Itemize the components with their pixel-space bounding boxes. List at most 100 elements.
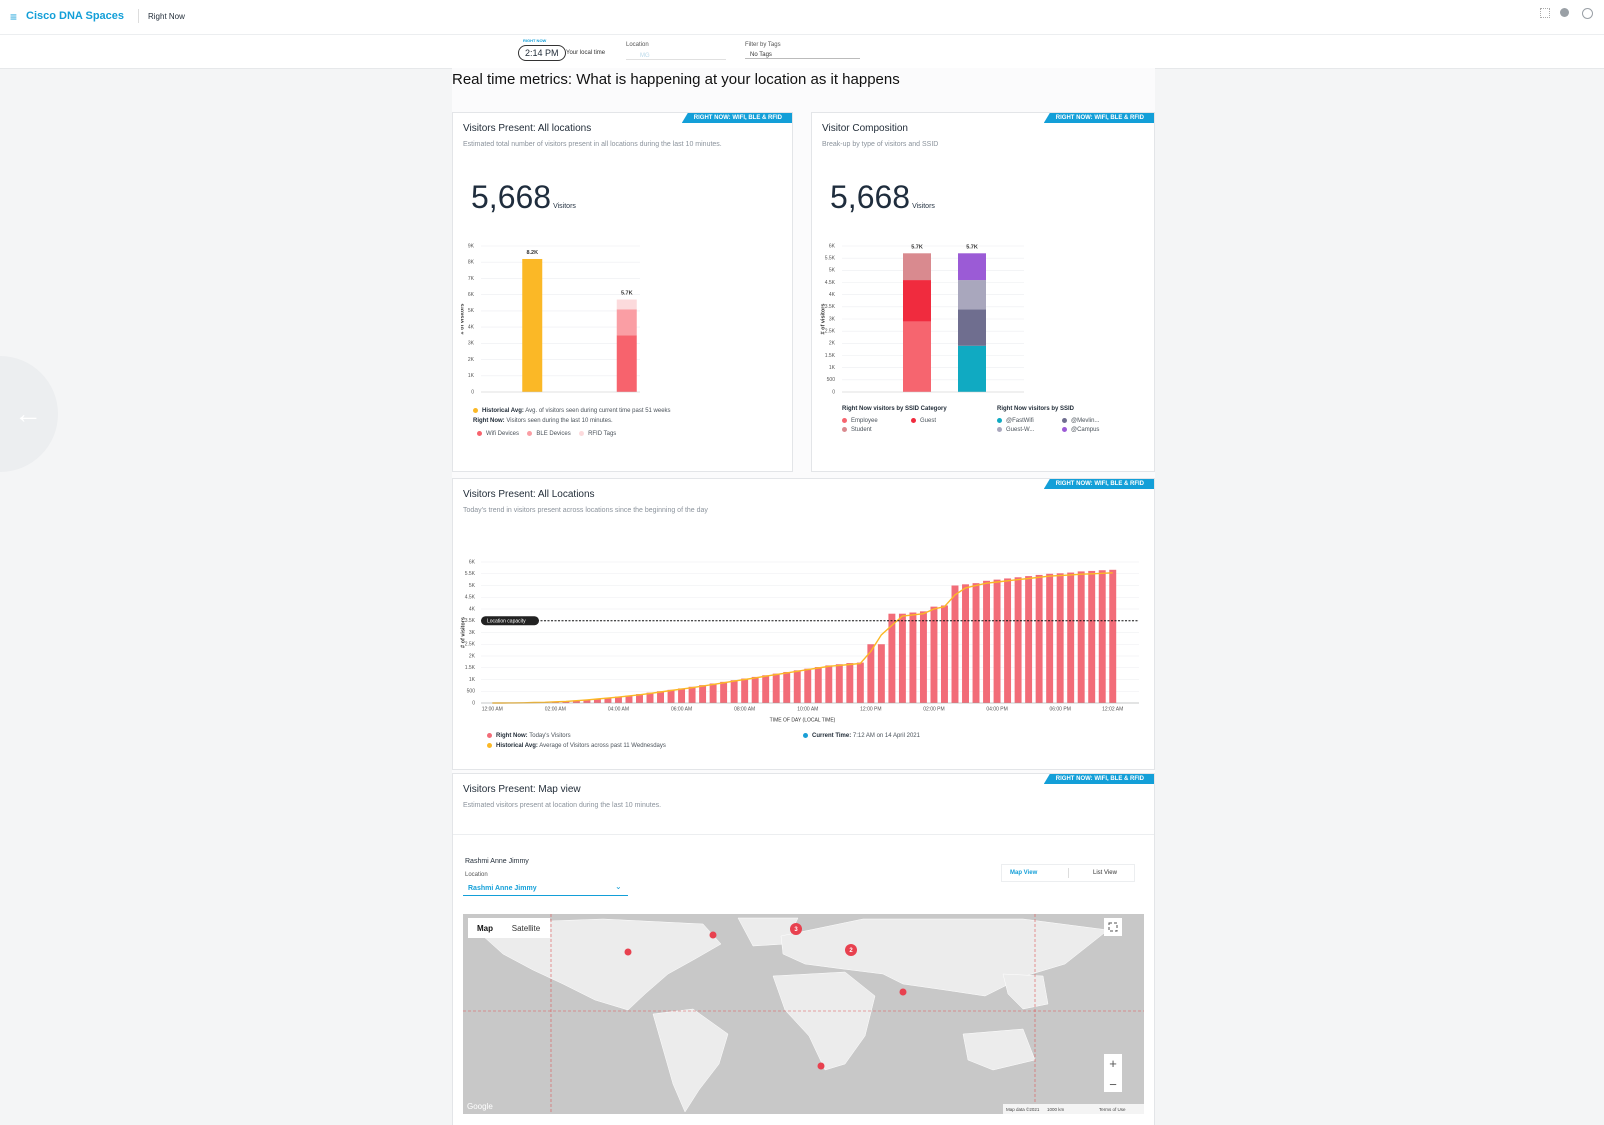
tab-map-view[interactable]: Map View <box>1010 870 1038 876</box>
map-cluster[interactable] <box>845 944 857 956</box>
menu-icon[interactable]: ≡ <box>10 10 18 24</box>
land <box>652 1008 729 1113</box>
stack-total-label: 5.7K <box>966 244 978 250</box>
x-tick-label: 12:00 AM <box>482 706 503 712</box>
satellite-button[interactable]: Satellite <box>512 924 541 933</box>
y-tick-label: 2.5K <box>825 328 836 334</box>
legend-swatch <box>842 426 847 432</box>
trend-line <box>492 572 1113 704</box>
time-caption: Your local time <box>566 50 606 56</box>
google-logo: Google <box>467 1102 493 1111</box>
x-tick-label: 06:00 PM <box>1049 706 1070 712</box>
map-marker[interactable] <box>624 948 632 956</box>
legend-swatch <box>842 417 847 423</box>
dropdown-caret: ⌄ <box>615 882 622 891</box>
y-tick-label: 8K <box>468 260 475 266</box>
controls-bar: RIGHT NOW 2:14 PM Your local time Locati… <box>0 35 1604 69</box>
total-number: 5,668 <box>830 179 911 215</box>
terms-link[interactable]: Terms of Use <box>1099 1107 1126 1112</box>
x-tick-label: 12:00 PM <box>860 706 881 712</box>
map-marker[interactable] <box>817 1062 825 1070</box>
y-tick-label: 5K <box>469 583 476 589</box>
y-tick-label: 2K <box>469 653 476 659</box>
bar-segment <box>958 280 986 310</box>
location-select[interactable]: MG <box>626 53 726 60</box>
bar <box>1056 573 1064 703</box>
legend-label: BLE Devices <box>536 431 571 438</box>
x-tick-label: 08:00 AM <box>734 706 755 712</box>
bar <box>909 612 917 703</box>
zoom-out[interactable]: − <box>1109 1077 1117 1092</box>
tab-list-view[interactable]: List View <box>1093 870 1117 876</box>
y-tick-label: 3K <box>469 630 476 636</box>
brand[interactable]: Cisco DNA Spaces <box>26 10 125 22</box>
map-button[interactable]: Map <box>477 924 493 933</box>
bar <box>1004 578 1012 703</box>
bar-segment <box>903 253 931 281</box>
bar <box>930 606 938 703</box>
y-tick-label: 5.5K <box>825 255 836 261</box>
bar <box>919 611 927 703</box>
y-tick-label: 3.5K <box>825 304 836 310</box>
legend-row: Current Time: 7:12 AM on 14 April 2021 <box>803 733 920 739</box>
location-select[interactable]: Rashmi Anne Jimmy <box>463 882 628 896</box>
time-pill[interactable]: 2:14 PM <box>518 45 566 61</box>
y-tick-label: 9K <box>468 243 475 249</box>
legend-swatch <box>997 417 1002 423</box>
cluster-count: 2 <box>849 948 853 954</box>
card-map: RIGHT NOW: WIFI, BLE & RFID Visitors Pre… <box>452 773 1155 1125</box>
card-title: Visitors Present: All locations <box>463 123 592 134</box>
zoom-in[interactable]: + <box>1109 1056 1117 1071</box>
y-tick-label: 2K <box>829 341 836 347</box>
bar <box>699 685 707 703</box>
source-badge: RIGHT NOW: WIFI, BLE & RFID <box>1043 774 1154 784</box>
y-tick-label: 0 <box>472 700 475 706</box>
legend-swatch <box>911 417 916 423</box>
legend-swatch <box>1062 426 1067 432</box>
attribution: Map data ©2021 <box>1006 1106 1040 1112</box>
map-cluster[interactable] <box>790 923 802 935</box>
source-badge: RIGHT NOW: WIFI, BLE & RFID <box>1043 479 1154 489</box>
y-tick-label: 0 <box>832 389 835 395</box>
y-tick-label: 4K <box>468 324 475 330</box>
x-tick-label: 02:00 AM <box>545 706 566 712</box>
bar <box>846 663 854 703</box>
divider <box>453 834 1154 835</box>
card-visitors-present: RIGHT NOW: WIFI, BLE & RFID Visitors Pre… <box>452 112 793 472</box>
legend-row: Right Now: Visitors seen during the last… <box>473 418 613 424</box>
divider <box>1068 868 1069 878</box>
bar <box>993 579 1001 703</box>
legend-label: Right Now: <box>473 418 505 424</box>
help-icon[interactable] <box>1560 8 1569 17</box>
value-label: 8.2K <box>526 250 538 256</box>
total-visitors: 5,668 Visitors <box>830 179 935 216</box>
y-tick-label: 5.5K <box>465 571 476 577</box>
chart: 0 500 1K 1.5K 2K 2.5K 3K 3.5K 4K 4.5K 5K 5.5K 6K # of… <box>460 559 1139 723</box>
bar <box>898 613 906 703</box>
bar <box>1077 571 1085 703</box>
bar <box>835 664 843 703</box>
apps-icon[interactable] <box>1540 8 1550 18</box>
bar <box>730 680 738 703</box>
total-number: 5,668 <box>471 179 552 215</box>
legend-swatch <box>487 733 492 738</box>
map-marker[interactable] <box>899 988 907 996</box>
bar <box>867 644 875 703</box>
location-label: Location <box>465 872 488 878</box>
legend-label: Historical Avg: <box>482 408 524 415</box>
bar-segment <box>958 345 986 392</box>
bar <box>1035 574 1043 703</box>
map-marker[interactable] <box>709 931 717 939</box>
land <box>962 1028 1036 1071</box>
user-icon[interactable] <box>1582 8 1593 19</box>
tags-select[interactable]: No Tags <box>745 52 860 59</box>
fullscreen-button[interactable] <box>1104 918 1122 936</box>
legend-group: @FastWifi @Mevlin... Guest-W... @Campus <box>997 417 1099 435</box>
bar <box>877 644 885 703</box>
card-subtitle: Break-up by type of visitors and SSID <box>822 141 939 148</box>
map: 3 2 Map Satellite + − Google Map data ©2… <box>463 914 1144 1114</box>
y-tick-label: 4.5K <box>825 280 836 286</box>
divider <box>138 9 139 23</box>
legend-label: Student <box>851 427 872 433</box>
